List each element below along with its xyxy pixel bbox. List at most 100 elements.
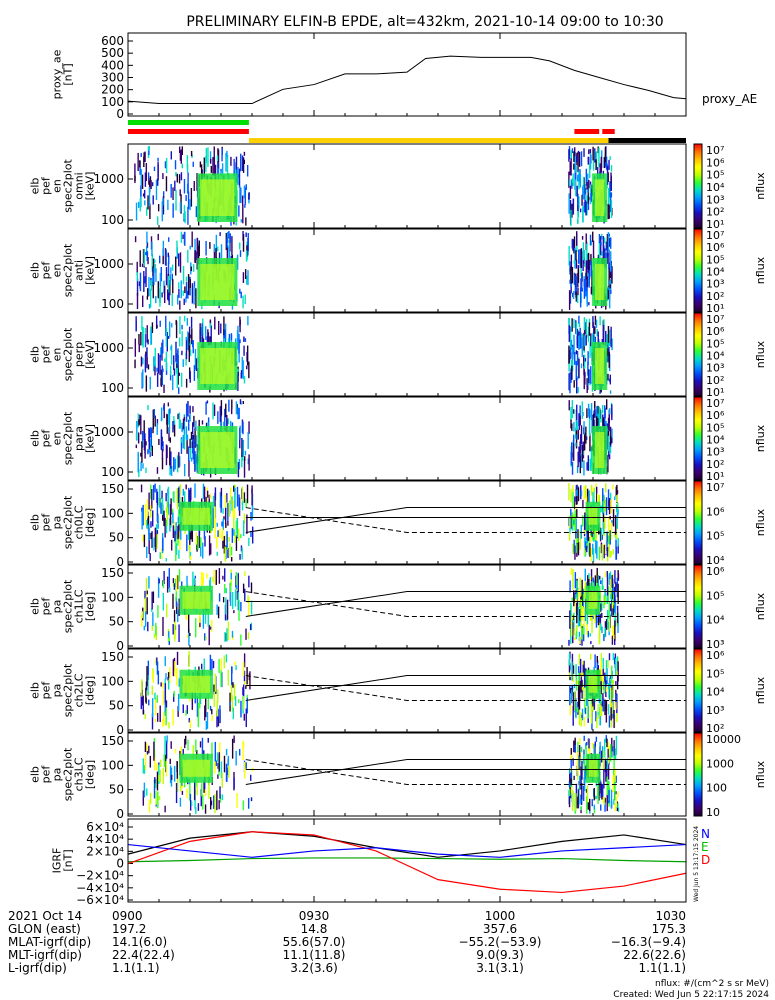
spec-pixel bbox=[247, 237, 249, 256]
spec-pixel bbox=[605, 330, 607, 346]
spec-pixel bbox=[168, 293, 170, 306]
spec-pixel bbox=[609, 747, 611, 755]
spec-pixel bbox=[170, 344, 173, 365]
spec-pixel bbox=[176, 455, 179, 473]
spec-pixel bbox=[581, 337, 583, 358]
spec-pixel bbox=[230, 156, 232, 166]
spec-pixel bbox=[205, 422, 208, 428]
spec-pixel bbox=[189, 793, 192, 800]
spec-pixel bbox=[216, 710, 218, 728]
spec-pixel bbox=[162, 592, 164, 611]
spec-pixel bbox=[153, 409, 156, 419]
spec-pixel bbox=[571, 653, 574, 668]
spec-pixel bbox=[181, 146, 184, 155]
spec-pixel bbox=[149, 427, 152, 438]
spec-pixel bbox=[175, 783, 178, 804]
spec-pixel bbox=[203, 486, 206, 506]
spec-pixel bbox=[203, 658, 205, 679]
spec-pixel bbox=[602, 796, 605, 803]
spec-pixel bbox=[606, 794, 608, 812]
spec-pixel bbox=[246, 484, 249, 504]
panel-en_para: elbpefenspec2plotpara[keV]100010010⁷10⁶1… bbox=[29, 396, 767, 483]
spec-pixel bbox=[170, 151, 173, 160]
spec-pixel bbox=[192, 161, 194, 167]
spec-core-hot bbox=[200, 264, 235, 300]
spec-pixel bbox=[144, 753, 147, 771]
spec-pixel bbox=[597, 783, 599, 804]
spec-pixel bbox=[581, 273, 583, 290]
spec-pixel bbox=[186, 437, 188, 454]
spec-pixel bbox=[600, 804, 602, 811]
ytick-label: 150 bbox=[101, 482, 124, 496]
spec-pixel bbox=[173, 491, 175, 503]
spec-pixel bbox=[202, 794, 204, 810]
spec-pixel bbox=[205, 720, 208, 730]
spec-pixel bbox=[174, 160, 177, 170]
spec-pixel bbox=[165, 267, 168, 286]
spec-pixel bbox=[225, 403, 227, 418]
spec-pixel bbox=[593, 806, 596, 814]
spec-core-hot bbox=[595, 179, 605, 216]
spec-pixel bbox=[217, 708, 219, 720]
spec-pixel bbox=[164, 805, 166, 813]
spec-pixel bbox=[573, 539, 575, 553]
spec-pixel bbox=[155, 295, 157, 304]
spec-pixel bbox=[158, 255, 161, 264]
spec-pixel bbox=[242, 687, 244, 696]
spec-pixel bbox=[179, 150, 182, 161]
spec-pixel bbox=[207, 693, 209, 710]
colorbar-tick: 10⁴ bbox=[706, 181, 725, 194]
spec-pixel bbox=[144, 741, 147, 753]
spec-pixel bbox=[156, 418, 159, 425]
spec-pixel bbox=[599, 527, 602, 542]
spec-pixel bbox=[142, 534, 144, 542]
spec-pixel bbox=[250, 530, 252, 537]
spec-pixel bbox=[146, 750, 149, 755]
spec-pixel bbox=[165, 760, 167, 771]
spec-pixel bbox=[608, 715, 611, 728]
spec-pixel bbox=[170, 774, 173, 780]
spec-pixel bbox=[226, 419, 228, 427]
spec-pixel bbox=[169, 667, 171, 683]
spec-pixel bbox=[191, 441, 194, 448]
spec-pixel bbox=[568, 373, 570, 391]
spec-pixel bbox=[172, 187, 174, 200]
spec-pixel bbox=[176, 240, 178, 253]
spec-pixel bbox=[583, 460, 585, 476]
spec-pixel bbox=[569, 279, 571, 284]
spec-pixel bbox=[185, 484, 187, 490]
spec-pixel bbox=[587, 802, 590, 810]
spec-pixel bbox=[154, 697, 157, 709]
spec-pixel bbox=[179, 419, 182, 429]
spec-pixel bbox=[153, 741, 155, 761]
spec-pixel bbox=[165, 492, 167, 502]
spec-pixel bbox=[195, 532, 197, 545]
spec-pixel bbox=[578, 631, 581, 641]
spec-pixel bbox=[602, 698, 605, 712]
spec-pixel bbox=[169, 274, 172, 285]
spec-pixel bbox=[580, 600, 583, 621]
spec-pixel bbox=[185, 403, 188, 422]
ylabel-line: [deg] bbox=[84, 676, 97, 705]
spec-pixel bbox=[591, 275, 593, 294]
spec-pixel bbox=[614, 658, 617, 676]
spec-pixel bbox=[609, 550, 611, 558]
spec-pixel bbox=[600, 623, 602, 631]
spec-pixel bbox=[153, 166, 156, 172]
spec-pixel bbox=[596, 413, 598, 425]
spec-pixel bbox=[189, 199, 191, 211]
colorbar-tick: 10² bbox=[706, 458, 724, 471]
spec-pixel bbox=[150, 532, 152, 540]
ylabel-line: en bbox=[51, 264, 64, 278]
spec-pixel bbox=[592, 146, 594, 161]
spec-pixel bbox=[190, 431, 193, 440]
spec-pixel bbox=[188, 419, 190, 431]
spec-pixel bbox=[152, 591, 155, 603]
spec-pixel bbox=[573, 590, 575, 607]
ytick-label: 200 bbox=[101, 83, 124, 97]
colorbar-tick: 10⁷ bbox=[706, 397, 724, 410]
anti-loss-cone-line bbox=[245, 591, 686, 617]
spec-pixel bbox=[177, 534, 179, 546]
spec-pixel bbox=[187, 613, 190, 633]
spec-pixel bbox=[613, 755, 615, 772]
